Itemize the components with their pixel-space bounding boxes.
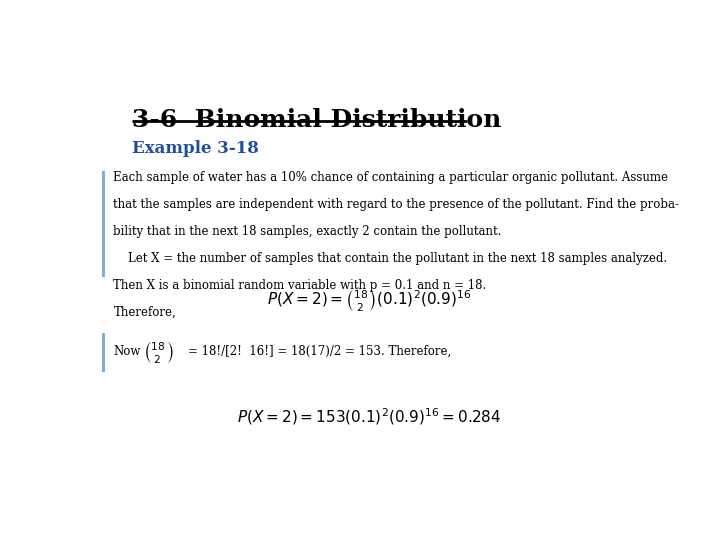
Text: $\binom{18}{2}$: $\binom{18}{2}$ xyxy=(143,339,174,364)
Text: Then X is a binomial random variable with p = 0.1 and n = 18.: Then X is a binomial random variable wit… xyxy=(114,279,487,292)
Text: Example 3-18: Example 3-18 xyxy=(132,140,258,157)
Text: $P(X = 2) = 153(0.1)^2(0.9)^{16} = 0.284$: $P(X = 2) = 153(0.1)^2(0.9)^{16} = 0.284… xyxy=(237,406,501,427)
Text: Therefore,: Therefore, xyxy=(114,306,176,319)
Text: Each sample of water has a 10% chance of containing a particular organic polluta: Each sample of water has a 10% chance of… xyxy=(114,171,668,184)
Text: 3-6  Binomial Distribution: 3-6 Binomial Distribution xyxy=(132,109,501,132)
Text: $P(X = 2) = \binom{18}{2}(0.1)^2(0.9)^{16}$: $P(X = 2) = \binom{18}{2}(0.1)^2(0.9)^{1… xyxy=(266,287,472,313)
FancyBboxPatch shape xyxy=(102,171,105,277)
Text: that the samples are independent with regard to the presence of the pollutant. F: that the samples are independent with re… xyxy=(114,198,680,211)
Text: bility that in the next 18 samples, exactly 2 contain the pollutant.: bility that in the next 18 samples, exac… xyxy=(114,225,502,238)
Text: Now: Now xyxy=(114,345,141,358)
Text: Let X = the number of samples that contain the pollutant in the next 18 samples : Let X = the number of samples that conta… xyxy=(114,252,667,265)
Text: = 18!/[2!  16!] = 18(17)/2 = 153. Therefore,: = 18!/[2! 16!] = 18(17)/2 = 153. Therefo… xyxy=(188,345,451,358)
FancyBboxPatch shape xyxy=(102,333,105,373)
